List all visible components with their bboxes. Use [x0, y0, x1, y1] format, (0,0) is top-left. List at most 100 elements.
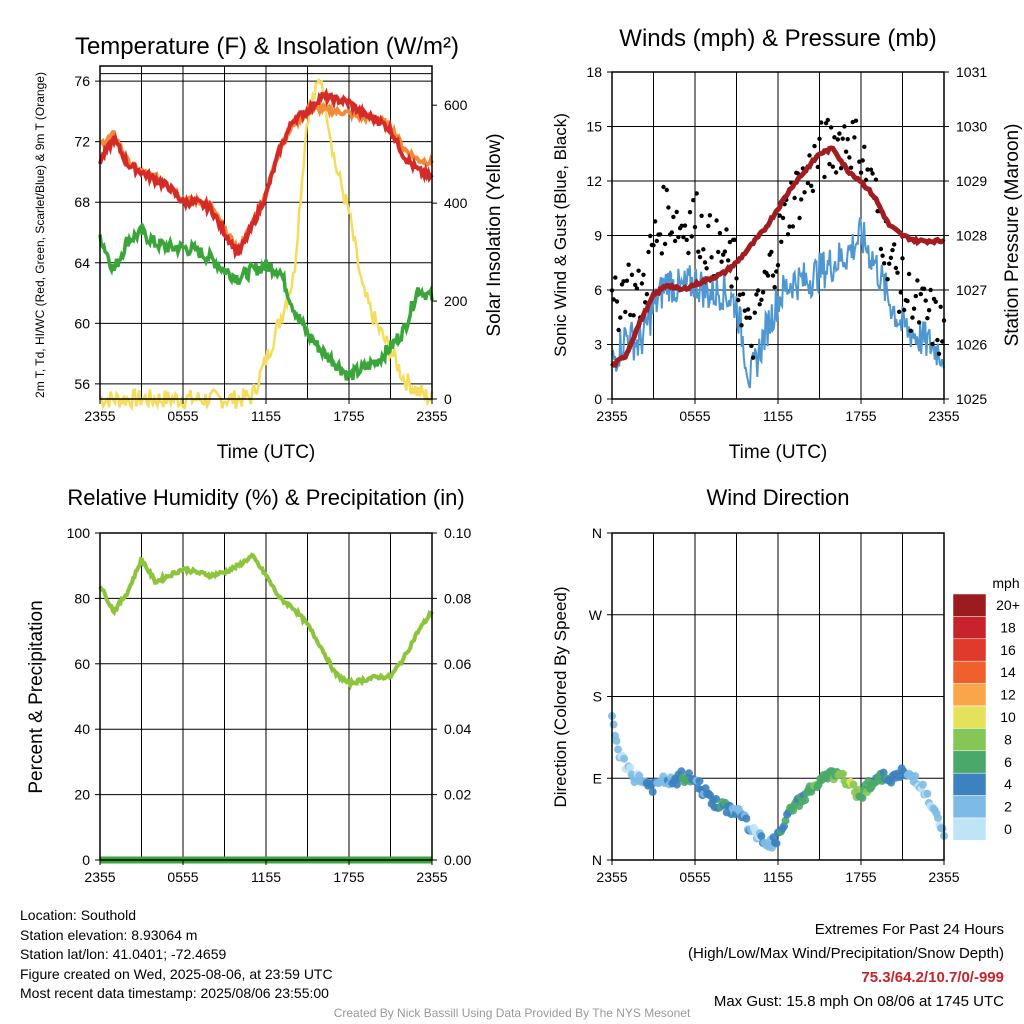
gust-point	[629, 272, 635, 277]
gust-point	[679, 223, 684, 228]
legend-swatch	[952, 638, 987, 662]
x-tick-label: 1155	[251, 408, 281, 424]
x-tick-label: 0555	[679, 869, 710, 885]
gust-point	[799, 197, 804, 202]
x-tick-label: 0555	[167, 869, 198, 885]
gust-point	[709, 255, 714, 260]
gust-point	[740, 291, 746, 297]
gust-point	[759, 297, 764, 302]
humidity-line	[98, 552, 434, 691]
temperature-plot-area	[98, 77, 434, 412]
gust-point	[661, 184, 666, 190]
gust-point	[938, 304, 943, 309]
gust-point	[724, 227, 729, 232]
gust-point	[860, 158, 865, 163]
gust-point	[701, 247, 706, 252]
winds-panel-title: Winds (mph) & Pressure (mb)	[619, 25, 936, 52]
gust-point	[676, 234, 681, 240]
gust-point	[926, 308, 932, 313]
gust-point	[772, 285, 777, 290]
y2-tick-label: 1031	[956, 64, 987, 80]
temperature-panel-title: Temperature (F) & Insolation (W/m²)	[75, 33, 459, 60]
gust-point	[699, 213, 704, 218]
gust-point	[890, 247, 895, 253]
gust-point	[727, 239, 733, 245]
gust-point	[827, 161, 832, 167]
x-tick-label: 1155	[251, 869, 281, 885]
speed-legend: 20+ 18 16 14 12 10 8 6 4 2 0	[952, 593, 1020, 841]
gust-point	[689, 234, 694, 239]
y2-tick-label: 600	[444, 97, 468, 113]
gust-point	[928, 287, 933, 293]
y-tick-label: 6	[594, 282, 602, 298]
y-tick-label: 100	[67, 525, 91, 541]
pressure-yticks: 1025 1026 1027 1028 1029 1030 1031	[944, 64, 987, 407]
gust-point	[936, 351, 942, 356]
gust-point	[621, 279, 626, 284]
direction-point	[772, 839, 781, 848]
y2-tick-label: 0.00	[444, 852, 471, 868]
gust-point	[719, 259, 724, 264]
legend-label: 20+	[996, 597, 1020, 613]
gust-point	[775, 263, 781, 268]
x-tick-label: 1755	[845, 408, 876, 424]
temperature-yticks: 56 60 64 68 72 76	[74, 73, 100, 392]
direction-point	[801, 796, 810, 805]
humidity-yticks: 0 20 40 60 80 100	[67, 525, 100, 868]
temperature-panel: Temperature (F) & Insolation (W/m²) 56 60…	[33, 33, 505, 463]
gust-point	[704, 266, 709, 271]
direction-ylabel: Direction (Colored By Speed)	[551, 586, 570, 807]
dewpoint-line	[98, 222, 434, 381]
gust-point	[653, 219, 658, 224]
gust-point	[744, 315, 749, 320]
legend-label: 8	[1004, 731, 1012, 747]
gust-point	[669, 230, 674, 235]
gust-point	[848, 165, 854, 170]
gust-point	[757, 302, 762, 307]
legend-label: 4	[1004, 776, 1012, 792]
x-tick-label: 1755	[333, 869, 364, 885]
gust-point	[752, 310, 757, 315]
legend-label: 2	[1004, 799, 1012, 815]
direction-point	[742, 814, 751, 823]
y2-tick-label: 0.08	[444, 590, 471, 606]
extremes-values: 75.3/64.2/10.7/0/-999	[861, 969, 1004, 986]
humidity-panel: Relative Humidity (%) & Precipitation (i…	[26, 485, 471, 885]
gust-point	[830, 164, 835, 169]
gust-point	[913, 293, 918, 299]
y2-tick-label: 200	[444, 293, 468, 309]
gust-point	[654, 238, 659, 244]
gust-point	[935, 337, 940, 343]
gust-point	[754, 292, 759, 297]
gust-point	[664, 187, 669, 193]
humidity-ylabel: Percent & Precipitation	[26, 600, 47, 793]
gust-point	[825, 117, 830, 123]
gust-point	[633, 282, 638, 288]
gust-point	[662, 241, 668, 247]
x-tick-label: 2355	[416, 869, 447, 885]
gust-point	[657, 232, 663, 237]
gust-point	[684, 237, 689, 243]
gust-point	[716, 249, 721, 255]
gust-point	[807, 153, 812, 158]
gust-point	[930, 341, 935, 347]
y-tick-label: 72	[74, 134, 90, 150]
direction-point	[911, 772, 920, 781]
figure-created: Figure created on Wed, 2025-08-06, at 23…	[20, 965, 333, 982]
direction-point	[712, 795, 721, 803]
gust-point	[671, 214, 676, 220]
gust-point	[760, 290, 766, 295]
gust-point	[873, 177, 879, 182]
gust-point	[787, 224, 792, 229]
gust-point	[686, 250, 691, 256]
direction-point	[789, 806, 798, 815]
y2-tick-label: 1025	[956, 391, 987, 407]
gust-point	[755, 288, 761, 293]
gust-point	[785, 232, 791, 237]
gust-point	[736, 297, 741, 303]
gust-point	[833, 170, 839, 175]
extremes-box: Extremes For Past 24 Hours (High/Low/Max…	[688, 918, 1004, 1014]
gust-point	[639, 281, 645, 286]
temperature-xlabel: Time (UTC)	[217, 442, 316, 463]
